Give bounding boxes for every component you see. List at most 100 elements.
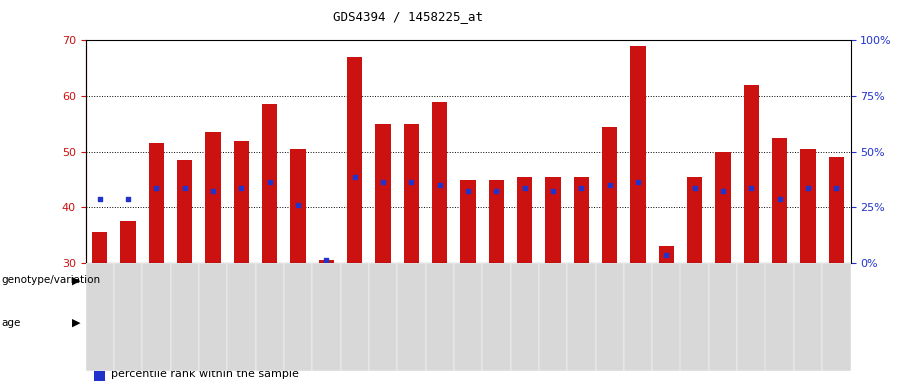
- Text: day
20: day 20: [716, 313, 731, 332]
- Bar: [233, 141, 249, 263]
- Point: [347, 174, 362, 180]
- Bar: [94, 369, 105, 381]
- Bar: [709, 263, 850, 298]
- Text: day
59: day 59: [262, 313, 277, 332]
- Text: day
40: day 40: [489, 313, 504, 332]
- Bar: [290, 149, 306, 263]
- Bar: [397, 263, 709, 298]
- Text: day
40: day 40: [177, 313, 193, 332]
- Bar: [199, 263, 227, 371]
- Text: day
62: day 62: [290, 313, 306, 332]
- Point: [574, 185, 589, 191]
- Point: [93, 196, 107, 202]
- Text: day
59: day 59: [573, 313, 590, 332]
- Point: [320, 257, 334, 263]
- Bar: [823, 263, 850, 371]
- Text: day
67: day 67: [800, 313, 815, 332]
- Text: age: age: [1, 318, 21, 328]
- Bar: [454, 263, 482, 371]
- Point: [234, 185, 248, 191]
- Text: count: count: [111, 354, 142, 364]
- Bar: [369, 263, 397, 371]
- Bar: [177, 160, 193, 263]
- Text: day
82: day 82: [687, 313, 702, 332]
- Point: [801, 185, 815, 191]
- Bar: [539, 263, 567, 371]
- Text: Npc-/-: Npc-/-: [225, 275, 258, 285]
- Bar: [170, 263, 199, 371]
- Text: day
67: day 67: [319, 313, 334, 332]
- Point: [631, 179, 645, 185]
- Bar: [426, 263, 454, 371]
- Point: [518, 185, 532, 191]
- Bar: [545, 177, 561, 263]
- Bar: [113, 263, 142, 371]
- Point: [376, 179, 391, 185]
- Text: day
82: day 82: [346, 313, 363, 332]
- Bar: [340, 263, 369, 371]
- Bar: [284, 263, 312, 371]
- Bar: [602, 127, 617, 263]
- Text: day
37: day 37: [460, 313, 476, 332]
- Point: [404, 179, 419, 185]
- Bar: [403, 124, 419, 263]
- Text: percentile rank within the sample: percentile rank within the sample: [111, 369, 299, 379]
- Text: day
25: day 25: [743, 313, 759, 332]
- Point: [291, 202, 305, 208]
- Bar: [94, 353, 105, 365]
- Bar: [262, 104, 277, 263]
- Bar: [829, 157, 844, 263]
- Bar: [630, 46, 646, 263]
- Bar: [766, 263, 794, 371]
- Bar: [737, 263, 766, 371]
- Point: [433, 182, 447, 188]
- Bar: [743, 85, 759, 263]
- Bar: [596, 263, 624, 371]
- Bar: [772, 138, 788, 263]
- Text: day 60: day 60: [761, 318, 798, 328]
- Bar: [687, 177, 703, 263]
- Text: day
54: day 54: [205, 313, 220, 332]
- Point: [149, 185, 164, 191]
- Point: [461, 187, 475, 194]
- Text: day
25: day 25: [121, 313, 136, 332]
- Bar: [92, 232, 107, 263]
- Bar: [709, 263, 737, 371]
- Bar: [121, 221, 136, 263]
- Bar: [489, 179, 504, 263]
- Bar: [312, 263, 340, 371]
- Bar: [375, 124, 391, 263]
- Point: [829, 185, 843, 191]
- Text: Npc+/- control: Npc+/- control: [513, 275, 593, 285]
- Text: day
67: day 67: [630, 313, 646, 332]
- Text: day
37: day 37: [148, 313, 164, 332]
- Text: day
55: day 55: [545, 313, 561, 332]
- Bar: [86, 263, 397, 298]
- Bar: [716, 152, 731, 263]
- Bar: [624, 263, 652, 371]
- Text: day
84: day 84: [375, 313, 391, 332]
- Point: [489, 187, 503, 194]
- Bar: [227, 263, 256, 371]
- Point: [716, 187, 730, 194]
- Bar: [86, 263, 113, 371]
- Text: genotype/variation: genotype/variation: [1, 275, 100, 285]
- Text: day
25: day 25: [432, 313, 447, 332]
- Text: day
20: day 20: [403, 313, 419, 332]
- Point: [206, 187, 220, 194]
- Bar: [148, 143, 164, 263]
- Point: [545, 187, 560, 194]
- Text: day
81: day 81: [658, 313, 675, 332]
- Point: [688, 185, 702, 191]
- Bar: [800, 149, 815, 263]
- Bar: [346, 57, 363, 263]
- Bar: [567, 263, 596, 371]
- Bar: [432, 101, 447, 263]
- Text: GDS4394 / 1458225_at: GDS4394 / 1458225_at: [333, 10, 483, 23]
- Point: [121, 196, 135, 202]
- Bar: [397, 263, 426, 371]
- Bar: [460, 179, 476, 263]
- Bar: [142, 263, 170, 371]
- Text: ▶: ▶: [72, 275, 80, 285]
- Bar: [319, 260, 334, 263]
